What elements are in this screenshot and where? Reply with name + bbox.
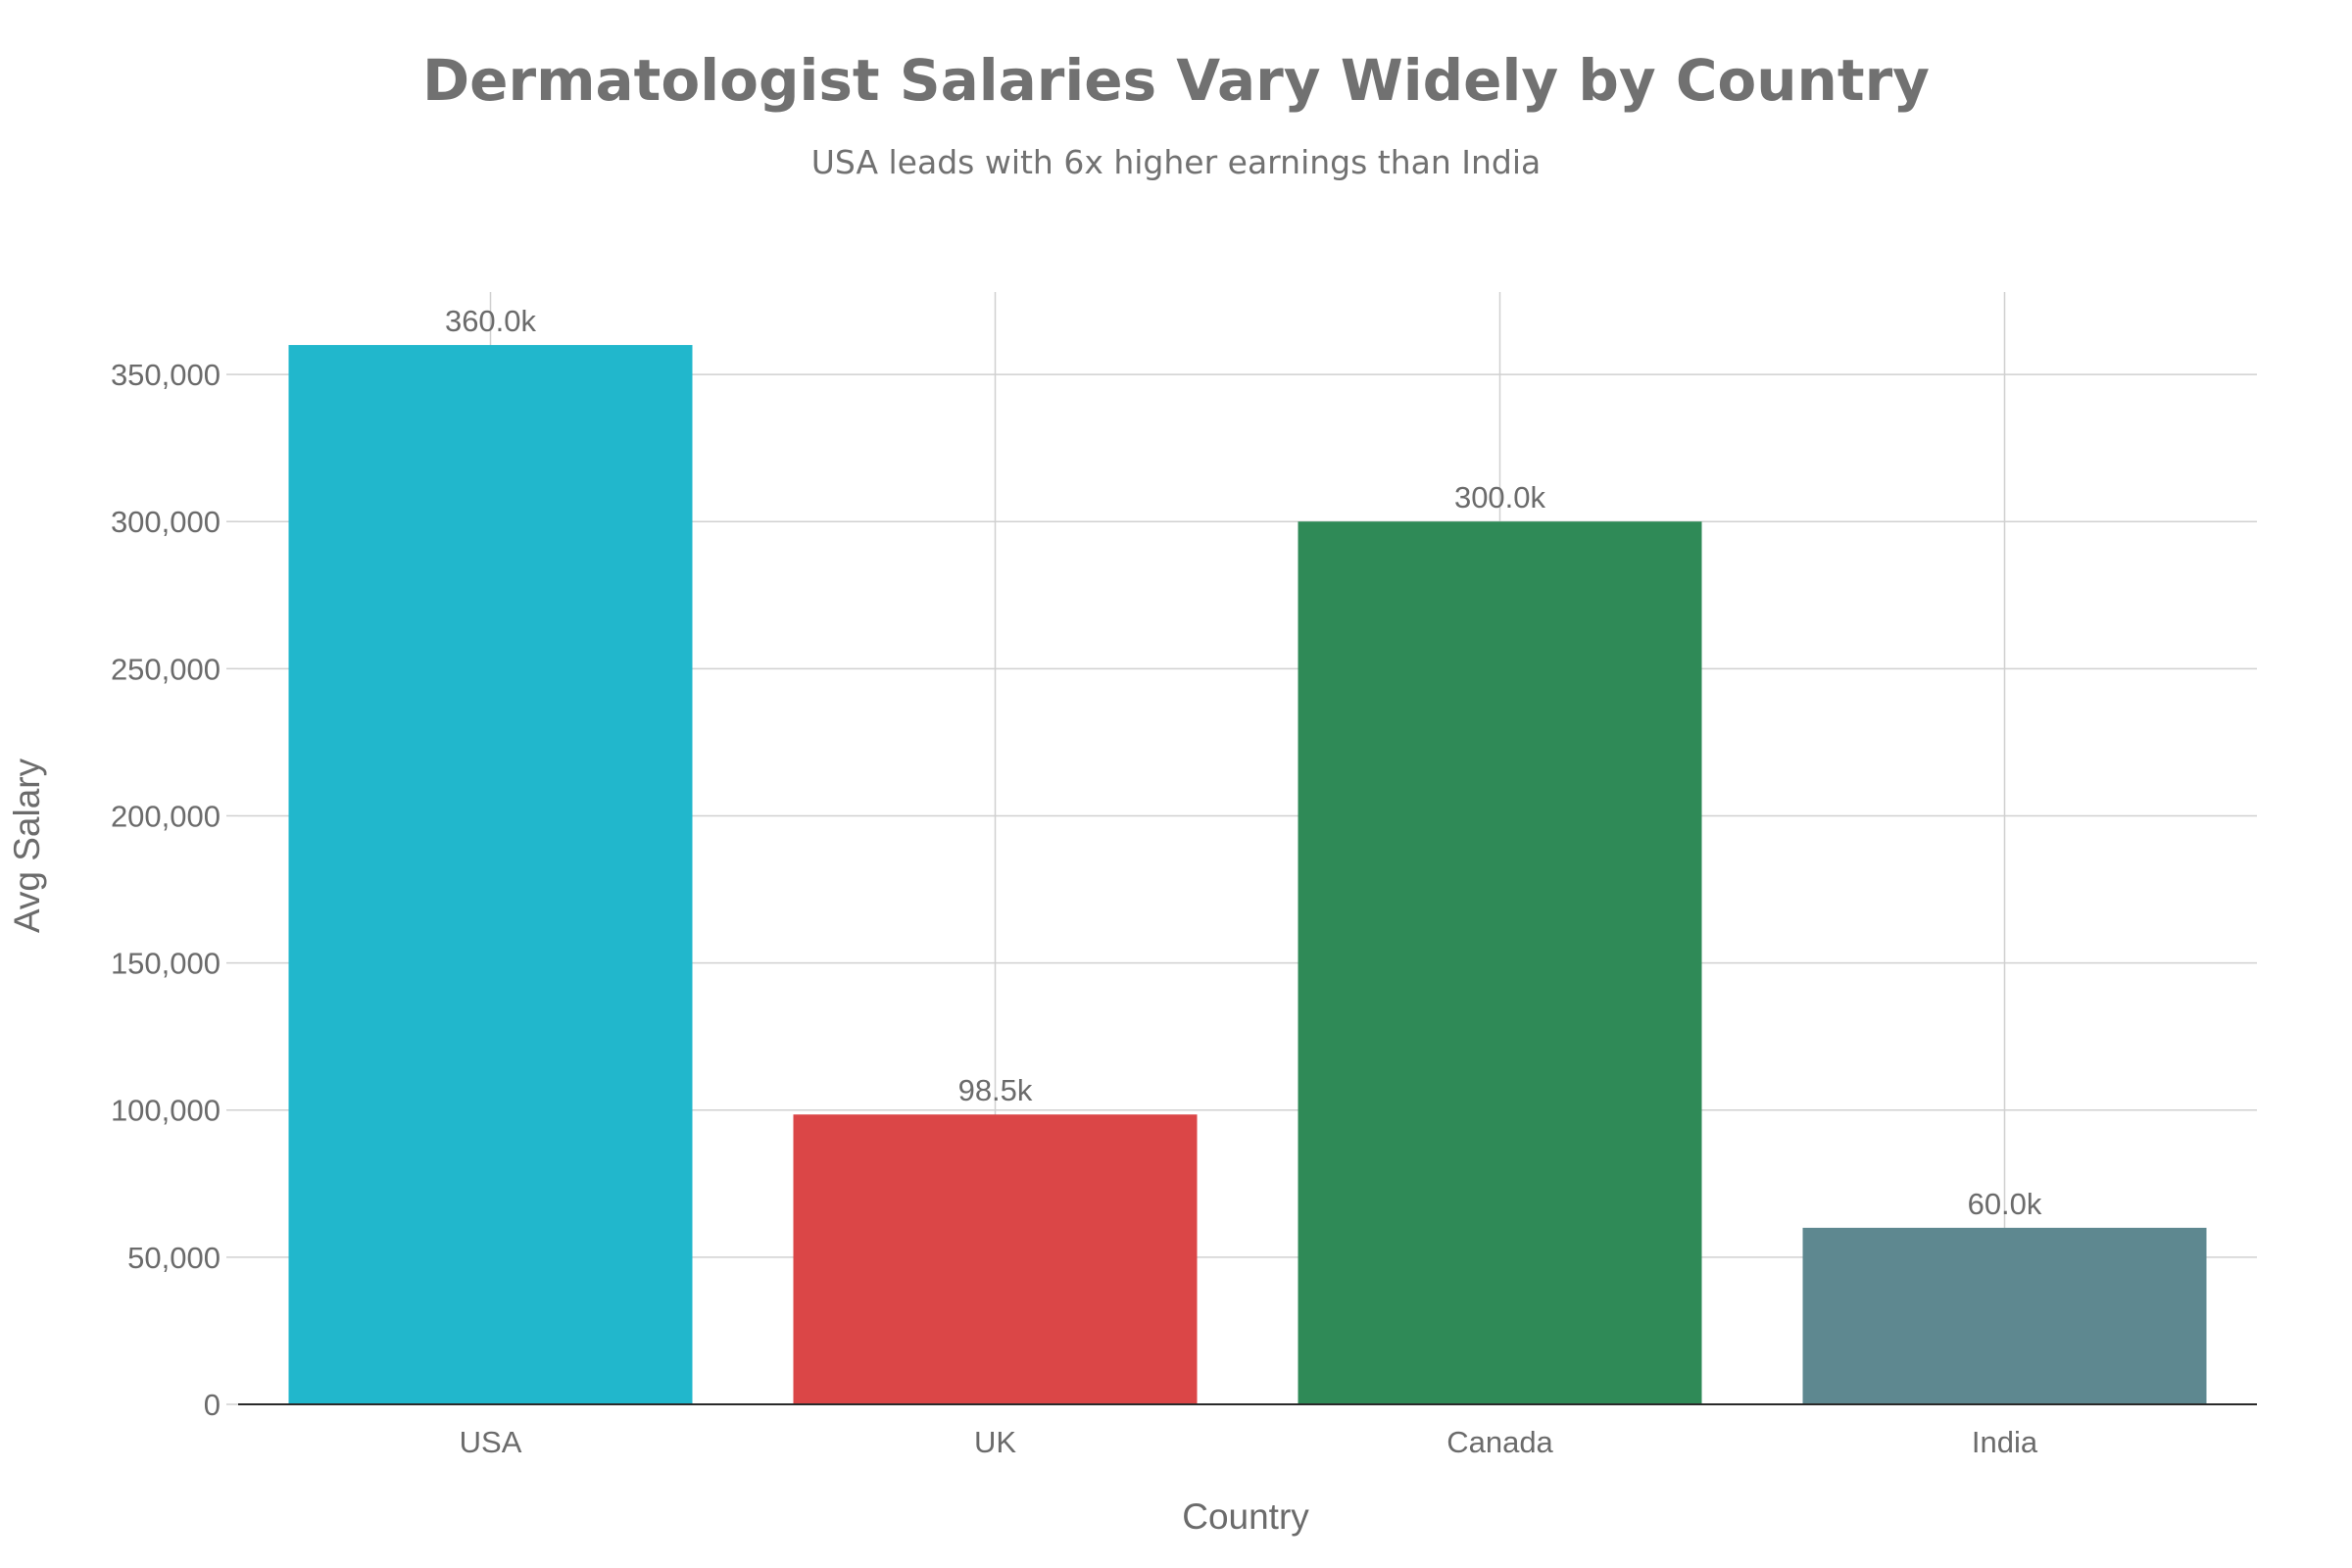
x-tick-label: Canada (1446, 1425, 1553, 1459)
y-tick-label: 300,000 (111, 505, 220, 539)
data-label: 300.0k (1454, 480, 1546, 514)
y-tick-label: 50,000 (127, 1241, 220, 1275)
y-tick-label: 250,000 (111, 652, 220, 686)
x-tick-label: UK (974, 1425, 1016, 1459)
y-tick-label: 350,000 (111, 358, 220, 392)
labels-layer: 0 50,000 100,000 150,000 200,000 250,000 300,0… (111, 304, 2042, 1459)
x-axis-title: Country (1182, 1496, 1309, 1537)
data-label: 60.0k (1968, 1187, 2042, 1221)
y-tick-label: 200,000 (111, 799, 220, 833)
data-label: 98.5k (958, 1073, 1033, 1107)
bar-india (1802, 1227, 2207, 1404)
chart-title: Dermatologist Salaries Vary Widely by Co… (422, 47, 1930, 114)
bar-uk (793, 1114, 1198, 1404)
y-axis-title: Avg Salary (7, 758, 47, 933)
y-tick-label: 150,000 (111, 947, 220, 981)
bar-canada (1298, 521, 1702, 1404)
bar-usa (288, 345, 693, 1404)
x-tick-label: India (1972, 1425, 2038, 1459)
y-tick-label: 100,000 (111, 1094, 220, 1128)
chart-subtitle: USA leads with 6x higher earnings than I… (810, 143, 1542, 181)
x-tick-label: USA (460, 1425, 522, 1459)
bars-layer (288, 345, 2207, 1404)
data-label: 360.0k (445, 304, 537, 338)
y-tick-label: 0 (204, 1388, 220, 1422)
